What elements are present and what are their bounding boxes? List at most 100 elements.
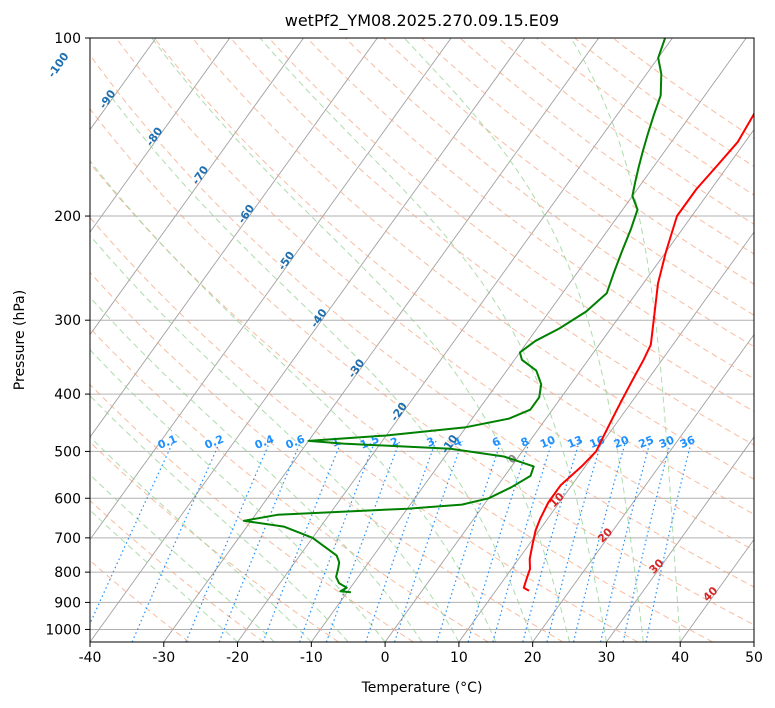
axis-ticks-layer: -40 -30 -20 -10 0 10 20 30 40 5010020030040050060… bbox=[45, 31, 763, 666]
moist-adiabat-line bbox=[259, 38, 607, 642]
theta-label: 30 bbox=[647, 556, 667, 576]
mixing-ratio-label: 0.6 bbox=[284, 432, 307, 451]
dry-adiabat-line bbox=[90, 271, 564, 642]
y-tick-label: 300 bbox=[54, 313, 81, 329]
y-tick-label: 800 bbox=[54, 565, 81, 581]
x-tick-label: 30 bbox=[598, 650, 616, 666]
dry-adiabat-line bbox=[90, 383, 414, 642]
dry-adiabat-line bbox=[536, 38, 754, 196]
x-tick-label: -10 bbox=[300, 650, 323, 666]
mixing-ratio-label: 0.4 bbox=[253, 432, 276, 451]
mixing-ratio-label: 20 bbox=[612, 433, 631, 451]
mixing-ratio-line bbox=[394, 440, 463, 642]
mixing-ratio-line bbox=[467, 440, 531, 642]
moist-adiabat-line bbox=[109, 94, 534, 642]
dry-adiabat-line bbox=[192, 38, 754, 480]
y-tick-label: 1000 bbox=[45, 622, 81, 638]
mixing-ratio-line bbox=[492, 440, 553, 642]
mixing-ratio-line bbox=[218, 440, 302, 642]
mixing-ratio-line bbox=[90, 440, 175, 626]
mixing-ratio-line bbox=[299, 440, 376, 642]
frost-point-label: -100 bbox=[45, 50, 72, 80]
gridlines-layer bbox=[0, 38, 754, 642]
dry-adiabat-line bbox=[612, 38, 754, 139]
isotherm-line bbox=[90, 38, 378, 438]
x-tick-label: 50 bbox=[745, 650, 763, 666]
dry-adiabat-line bbox=[383, 38, 754, 316]
y-tick-label: 700 bbox=[54, 531, 81, 547]
mixing-ratio-label: 13 bbox=[565, 433, 584, 451]
y-tick-label: 400 bbox=[54, 387, 81, 403]
mixing-ratio-line bbox=[645, 440, 692, 642]
chart-title: wetPf2_YM08.2025.270.09.15.E09 bbox=[285, 11, 559, 31]
isotherm-line bbox=[90, 38, 231, 233]
y-tick-label: 500 bbox=[54, 444, 81, 460]
isotherm-line bbox=[0, 38, 8, 642]
mixing-ratio-line bbox=[365, 440, 437, 642]
mixing-ratio-line bbox=[546, 440, 603, 642]
dewpoint-profile-line bbox=[242, 38, 667, 594]
frost-point-label: -50 bbox=[275, 249, 297, 273]
moist-adiabat-line bbox=[570, 38, 681, 642]
x-tick-label: -40 bbox=[79, 650, 102, 666]
mixing-ratio-label: 0.1 bbox=[156, 432, 179, 451]
mixing-ratio-line bbox=[131, 440, 221, 642]
mixing-ratio-label: 0.2 bbox=[203, 432, 226, 451]
isotherm-line bbox=[753, 641, 754, 642]
y-tick-label: 600 bbox=[54, 491, 81, 507]
dry-adiabat-line bbox=[90, 499, 265, 642]
dry-adiabat-line bbox=[115, 38, 754, 551]
dry-adiabat-line bbox=[90, 327, 489, 642]
temperature-profile-line bbox=[522, 111, 754, 592]
dry-adiabat-line bbox=[90, 108, 754, 626]
x-tick-label: 0 bbox=[381, 650, 390, 666]
isotherm-line bbox=[679, 538, 754, 642]
isotherm-line bbox=[606, 436, 754, 642]
dry-adiabat-line bbox=[90, 441, 339, 642]
isotherm-line bbox=[532, 333, 754, 642]
reference-lines-layer bbox=[90, 38, 754, 642]
mixing-ratio-label: 30 bbox=[657, 433, 676, 451]
mixing-ratio-line bbox=[325, 440, 401, 642]
mixing-ratio-label: 10 bbox=[538, 433, 557, 451]
mixing-ratio-line bbox=[262, 440, 342, 642]
dry-adiabat-line bbox=[574, 38, 754, 168]
frost-point-label: -40 bbox=[308, 306, 330, 330]
dry-adiabat-line bbox=[306, 38, 754, 380]
dry-adiabat-line bbox=[345, 38, 754, 348]
x-tick-label: 10 bbox=[450, 650, 468, 666]
isotherm-line bbox=[163, 38, 600, 642]
isotherm-line bbox=[384, 128, 754, 642]
mixing-ratio-label: 2 bbox=[389, 435, 401, 450]
frost-point-label: -90 bbox=[96, 87, 118, 111]
mixing-ratio-line bbox=[436, 440, 502, 642]
profiles-layer bbox=[242, 38, 754, 594]
frost-point-label: -30 bbox=[345, 356, 367, 380]
x-tick-label: -20 bbox=[226, 650, 249, 666]
x-axis-label: Temperature (°C) bbox=[361, 680, 483, 696]
mixing-ratio-label: 25 bbox=[637, 433, 656, 451]
mixing-ratio-label: 8 bbox=[519, 435, 531, 450]
dry-adiabat-line bbox=[90, 216, 639, 642]
mixing-ratio-line bbox=[185, 440, 271, 642]
moist-adiabat-line bbox=[90, 160, 497, 642]
dry-adiabat-line bbox=[459, 38, 754, 255]
moist-adiabat-line bbox=[151, 38, 571, 642]
isotherm-line bbox=[90, 38, 452, 541]
theta-label: 20 bbox=[595, 525, 615, 545]
moist-adiabat-line bbox=[90, 436, 312, 642]
dry-adiabat-line bbox=[90, 162, 713, 642]
moist-adiabat-line bbox=[90, 296, 423, 642]
dry-adiabat-line bbox=[268, 38, 754, 413]
moist-adiabat-line bbox=[90, 474, 275, 642]
theta-label: 40 bbox=[700, 584, 720, 604]
isotherm-line bbox=[90, 38, 304, 336]
isotherm-line bbox=[458, 231, 754, 642]
isotherm-line bbox=[237, 38, 673, 642]
moist-adiabat-line bbox=[403, 38, 644, 642]
y-tick-label: 100 bbox=[54, 31, 81, 47]
dry-adiabat-line bbox=[153, 38, 754, 515]
mixing-ratio-line bbox=[622, 440, 672, 642]
frost-point-label: -60 bbox=[235, 202, 257, 226]
